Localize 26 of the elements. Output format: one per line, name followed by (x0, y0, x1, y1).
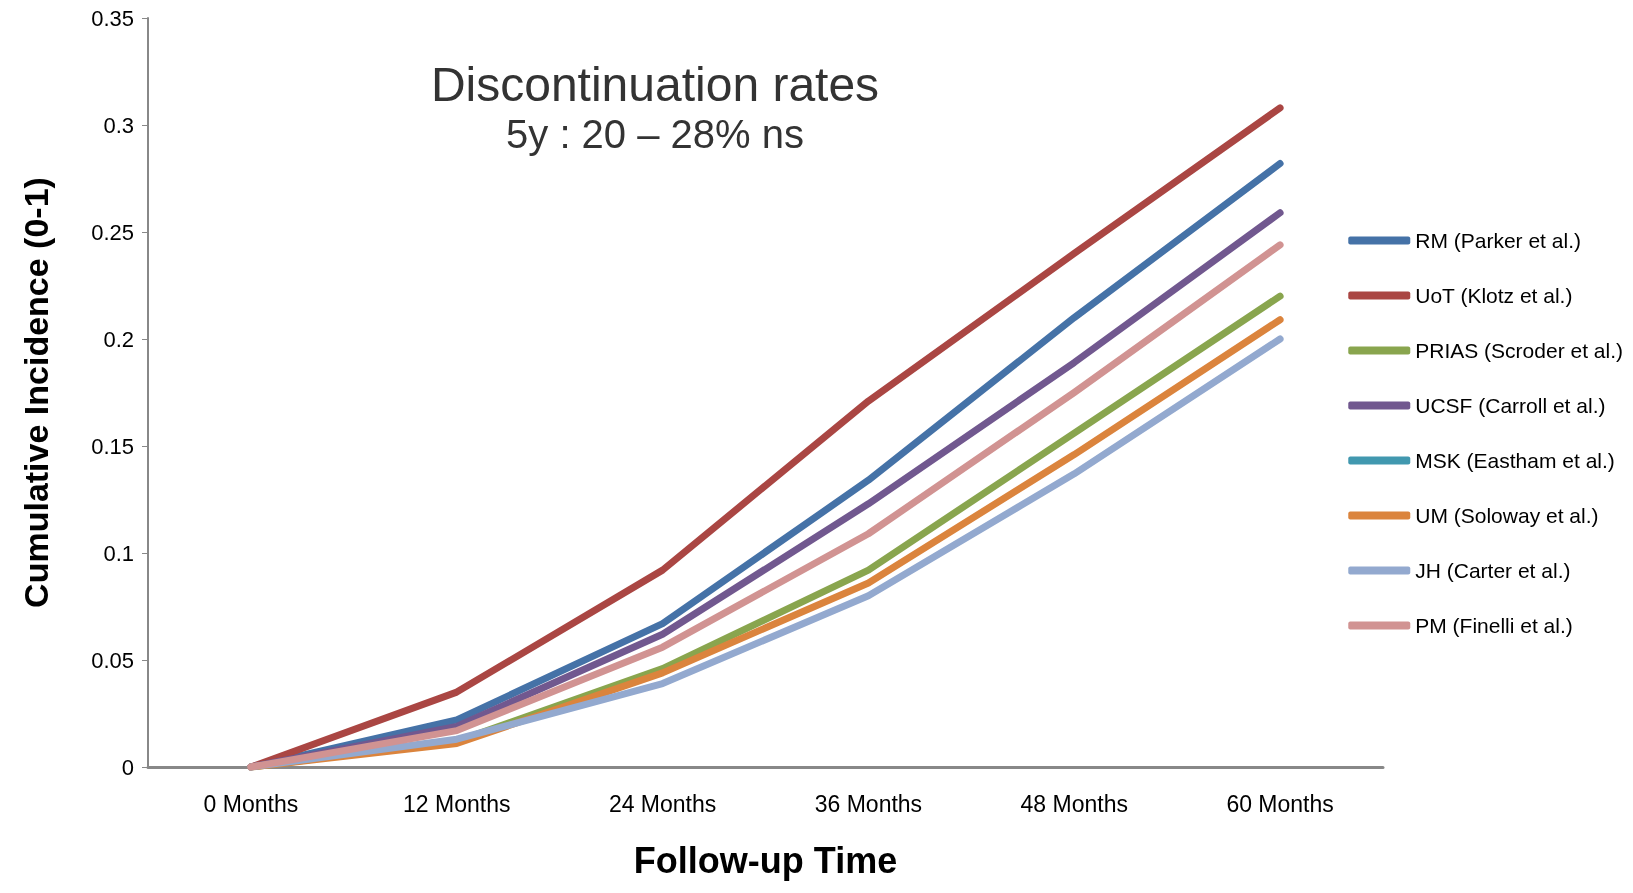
y-tick-label: 0.25 (91, 219, 134, 245)
x-tick-label: 48 Months (1020, 790, 1128, 817)
y-tick-label: 0.1 (103, 540, 134, 566)
x-tick-label: 36 Months (814, 790, 923, 817)
x-tick-label: 12 Months (403, 790, 511, 817)
text: Discontinuation rates (430, 57, 880, 111)
legend-label: UCSF (Carroll et al.) (1415, 394, 1606, 417)
legend-label: UM (Soloway et al.) (1415, 504, 1599, 527)
legend-label: MSK (Eastham et al.) (1415, 449, 1615, 472)
x-tick-label: 60 Months (1226, 790, 1334, 817)
legend-label: JH (Carter et al.) (1415, 559, 1571, 582)
x-tick-label: 0 Months (203, 790, 299, 817)
y-axis-title: Cumulative Incidence (0-1) (17, 177, 55, 608)
y-tick-label: 0.05 (91, 647, 134, 673)
y-tick-label: 0 (121, 754, 134, 780)
y-tick-label: 0.2 (103, 326, 134, 352)
legend-label: UoT (Klotz et al.) (1415, 284, 1573, 307)
y-tick-label: 0.35 (91, 5, 134, 31)
legend-label: RM (Parker et al.) (1415, 229, 1581, 252)
text: 5y : 20 – 28% ns (506, 112, 804, 156)
y-tick-label: 0.15 (91, 433, 134, 459)
legend-label: PRIAS (Scroder et al.) (1415, 339, 1623, 362)
y-tick-label: 0.3 (103, 112, 134, 138)
x-axis-title: Follow-up Time (633, 839, 898, 881)
x-tick-label: 24 Months (608, 790, 717, 817)
legend-label: PM (Finelli et al.) (1415, 614, 1573, 637)
